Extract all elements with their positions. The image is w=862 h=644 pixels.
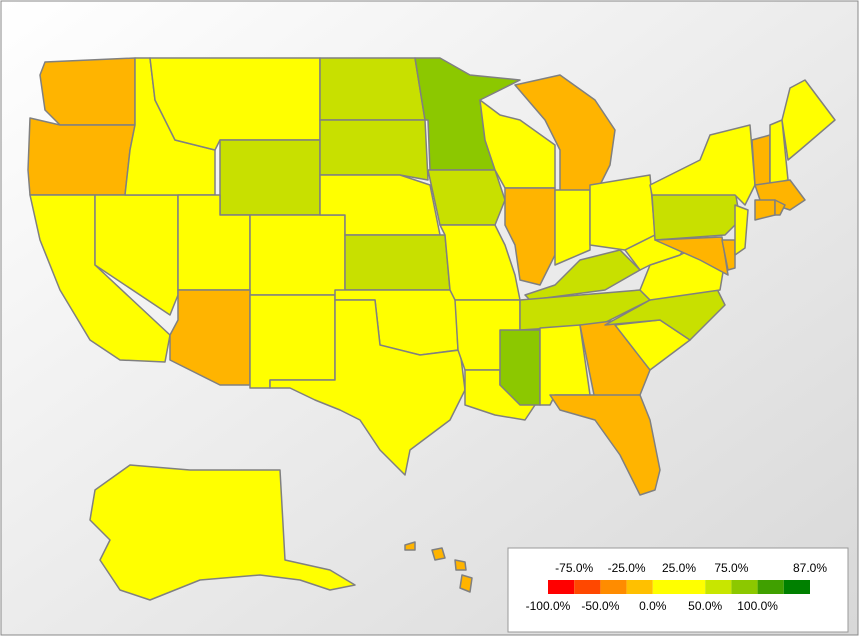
region bbox=[344, 234, 451, 291]
region bbox=[427, 169, 506, 226]
region bbox=[39, 57, 136, 126]
region bbox=[734, 204, 749, 256]
region bbox=[319, 119, 429, 181]
region bbox=[499, 329, 541, 406]
legend-swatch bbox=[731, 580, 758, 594]
region bbox=[249, 214, 346, 296]
legend-label: 50.0% bbox=[688, 599, 722, 613]
region bbox=[27, 117, 136, 196]
legend-label: 87.0% bbox=[793, 561, 827, 575]
legend-label: -100.0% bbox=[526, 599, 571, 613]
region bbox=[774, 199, 786, 216]
region bbox=[781, 79, 836, 161]
legend-swatch bbox=[679, 580, 706, 594]
legend-label: 75.0% bbox=[714, 561, 748, 575]
legend-swatch bbox=[783, 580, 810, 594]
region bbox=[269, 299, 466, 476]
legend-swatch bbox=[757, 580, 784, 594]
region bbox=[554, 189, 591, 266]
legend: -100.0% -75.0% -50.0% -25.0% 0.0% 25.0% 50.0% 7… bbox=[526, 561, 828, 613]
region bbox=[751, 134, 771, 186]
region bbox=[721, 239, 736, 271]
legend-swatch bbox=[626, 580, 653, 594]
region bbox=[654, 236, 729, 276]
legend-swatch bbox=[548, 580, 575, 594]
legend-label: -50.0% bbox=[581, 599, 619, 613]
states bbox=[27, 57, 836, 601]
region bbox=[404, 541, 473, 593]
legend-swatch bbox=[574, 580, 601, 594]
region bbox=[249, 294, 336, 389]
legend-swatch bbox=[705, 580, 732, 594]
legend-swatch bbox=[652, 580, 679, 594]
region bbox=[319, 57, 426, 121]
region bbox=[589, 174, 656, 251]
legend-label: 25.0% bbox=[662, 561, 696, 575]
region bbox=[219, 139, 321, 216]
legend-swatch bbox=[600, 580, 627, 594]
region bbox=[519, 289, 651, 331]
region bbox=[149, 57, 321, 151]
region bbox=[549, 394, 661, 496]
legend-label: -25.0% bbox=[608, 561, 646, 575]
region bbox=[514, 74, 616, 201]
region bbox=[89, 464, 356, 601]
region bbox=[651, 189, 741, 241]
legend-label: 0.0% bbox=[639, 599, 667, 613]
legend-label: -75.0% bbox=[555, 561, 593, 575]
legend-label: 100.0% bbox=[737, 599, 778, 613]
